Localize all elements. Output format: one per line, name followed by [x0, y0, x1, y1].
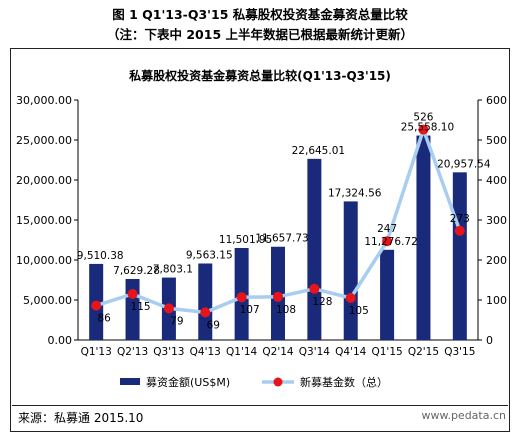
- line-value-label: 86: [97, 313, 111, 325]
- bar-value-label: 11,501.95: [219, 234, 272, 246]
- line-point: [454, 225, 465, 236]
- y-left-tick-label: 10,000.00: [16, 254, 72, 267]
- legend-bar-swatch: [120, 378, 140, 385]
- bar: [198, 263, 213, 340]
- bar-value-label: 17,324.56: [328, 187, 382, 199]
- line-point: [273, 291, 283, 302]
- line-value-label: 108: [276, 304, 296, 316]
- bar: [380, 249, 395, 340]
- y-right-tick-label: 400: [486, 174, 507, 187]
- line-point: [163, 303, 174, 314]
- y-right-tick-label: 100: [486, 294, 507, 307]
- x-tick-label: Q1'13: [81, 346, 112, 358]
- bar-value-label: 9,510.38: [77, 250, 124, 262]
- line-point: [91, 300, 102, 311]
- line-value-label: 105: [349, 305, 369, 317]
- x-tick-label: Q2'14: [262, 346, 294, 358]
- x-tick-label: Q2'15: [408, 346, 439, 358]
- line-point: [127, 289, 138, 299]
- line-value-label: 128: [312, 296, 332, 308]
- bar-value-label: 22,645.01: [292, 145, 345, 157]
- line-point: [418, 124, 429, 135]
- x-tick-label: Q4'13: [190, 346, 221, 358]
- x-tick-label: Q4'14: [335, 346, 367, 358]
- y-right-tick-label: 500: [486, 134, 507, 147]
- watermark: www.pedata.cn: [421, 409, 506, 422]
- y-left-tick-label: 5,000.00: [23, 294, 72, 307]
- x-tick-label: Q2'13: [117, 346, 148, 358]
- bar-value-label: 11,276.72: [364, 236, 417, 248]
- figure-subtitle: （注：下表中 2015 上半年数据已根据最新统计更新）: [107, 27, 413, 42]
- legend-bar-label: 募资金额(US$M): [146, 375, 230, 389]
- y-left-tick-label: 20,000.00: [16, 174, 72, 187]
- y-right-tick-label: 0: [486, 334, 493, 347]
- line-value-label: 107: [240, 304, 260, 316]
- bar: [416, 135, 431, 340]
- line-value-label: 69: [207, 319, 220, 331]
- source-note: 来源：私募通 2015.10: [12, 405, 508, 429]
- x-tick-label: Q3'14: [299, 346, 331, 358]
- y-right-tick-label: 300: [486, 214, 507, 227]
- figure-title: 图 1 Q1'13-Q3'15 私募股权投资基金募资总量比较: [112, 7, 408, 22]
- x-tick-label: Q3'15: [444, 346, 475, 358]
- bar-value-label: 11,657.73: [255, 233, 308, 245]
- line-point: [236, 292, 247, 303]
- legend-line-label: 新募基金数（总）: [300, 375, 388, 389]
- bar-value-label: 9,563.15: [186, 249, 233, 261]
- line-value-label: 115: [131, 301, 151, 313]
- y-right-tick-label: 600: [486, 94, 507, 107]
- bar-value-label: 7,629.28: [113, 265, 160, 277]
- line-point: [382, 236, 393, 247]
- x-tick-label: Q3'13: [153, 346, 184, 358]
- bar: [307, 158, 322, 340]
- y-left-tick-label: 0.00: [48, 334, 73, 347]
- line-point: [309, 283, 320, 294]
- line-value-label: 247: [377, 223, 397, 235]
- bar-value-label: 7,803.1: [153, 264, 193, 276]
- bar-value-label: 25,558.10: [401, 122, 454, 134]
- y-left-tick-label: 30,000.00: [16, 94, 72, 107]
- x-tick-label: Q1'14: [226, 346, 258, 358]
- line-point: [200, 307, 211, 318]
- y-left-tick-label: 25,000.00: [16, 134, 72, 147]
- line-value-label: 526: [413, 112, 433, 124]
- line-value-label: 273: [450, 213, 470, 225]
- line-point: [345, 293, 356, 303]
- bar: [452, 172, 467, 340]
- y-right-tick-label: 200: [486, 254, 507, 267]
- line-value-label: 79: [170, 315, 183, 327]
- bar: [343, 201, 358, 340]
- chart-title: 私募股权投资基金募资总量比较(Q1'13-Q3'15): [128, 68, 391, 83]
- y-left-tick-label: 15,000.00: [16, 214, 72, 227]
- x-tick-label: Q1'15: [371, 346, 402, 358]
- legend-line-marker: [273, 377, 283, 387]
- bar-value-label: 20,957.54: [437, 158, 491, 170]
- chart-legend: 募资金额(US$M) 新募基金数（总）: [120, 375, 388, 389]
